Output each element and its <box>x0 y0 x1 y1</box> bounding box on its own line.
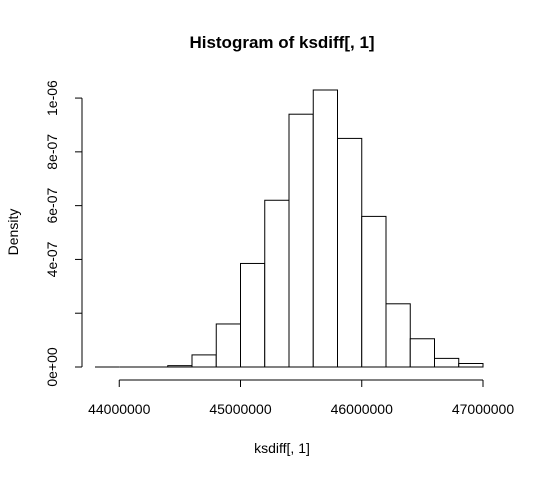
histogram-bar <box>215 323 241 368</box>
bars-group <box>95 89 484 368</box>
y-tick-label: 1e-06 <box>44 80 60 116</box>
histogram-bar <box>409 338 435 368</box>
y-tick-label: 4e-07 <box>44 241 60 277</box>
x-tick-label: 44000000 <box>88 401 151 417</box>
chart-title: Histogram of ksdiff[, 1] <box>189 33 374 52</box>
histogram-bar <box>167 365 193 368</box>
x-tick-label: 47000000 <box>452 401 515 417</box>
histogram-bar <box>191 354 217 368</box>
y-tick-label: 0e+00 <box>44 347 60 387</box>
histogram-bar <box>240 262 266 368</box>
histogram-bar <box>337 137 363 368</box>
histogram-bar <box>288 113 314 368</box>
x-tick-label: 46000000 <box>331 401 394 417</box>
histogram-bar <box>434 357 460 368</box>
x-axis-label: ksdiff[, 1] <box>254 440 310 456</box>
y-axis: 0e+00 4e-07 6e-07 8e-07 1e-06 <box>44 80 83 387</box>
histogram-bar <box>385 303 411 368</box>
x-tick-label: 45000000 <box>209 401 272 417</box>
histogram-bar <box>312 89 338 368</box>
histogram-bar <box>361 215 387 368</box>
histogram-bar <box>458 363 484 368</box>
histogram-bar <box>264 199 290 368</box>
y-tick-label: 6e-07 <box>44 188 60 224</box>
y-tick-label: 8e-07 <box>44 134 60 170</box>
y-axis-label: Density <box>5 209 21 256</box>
x-axis: 44000000 45000000 46000000 47000000 <box>88 379 515 417</box>
